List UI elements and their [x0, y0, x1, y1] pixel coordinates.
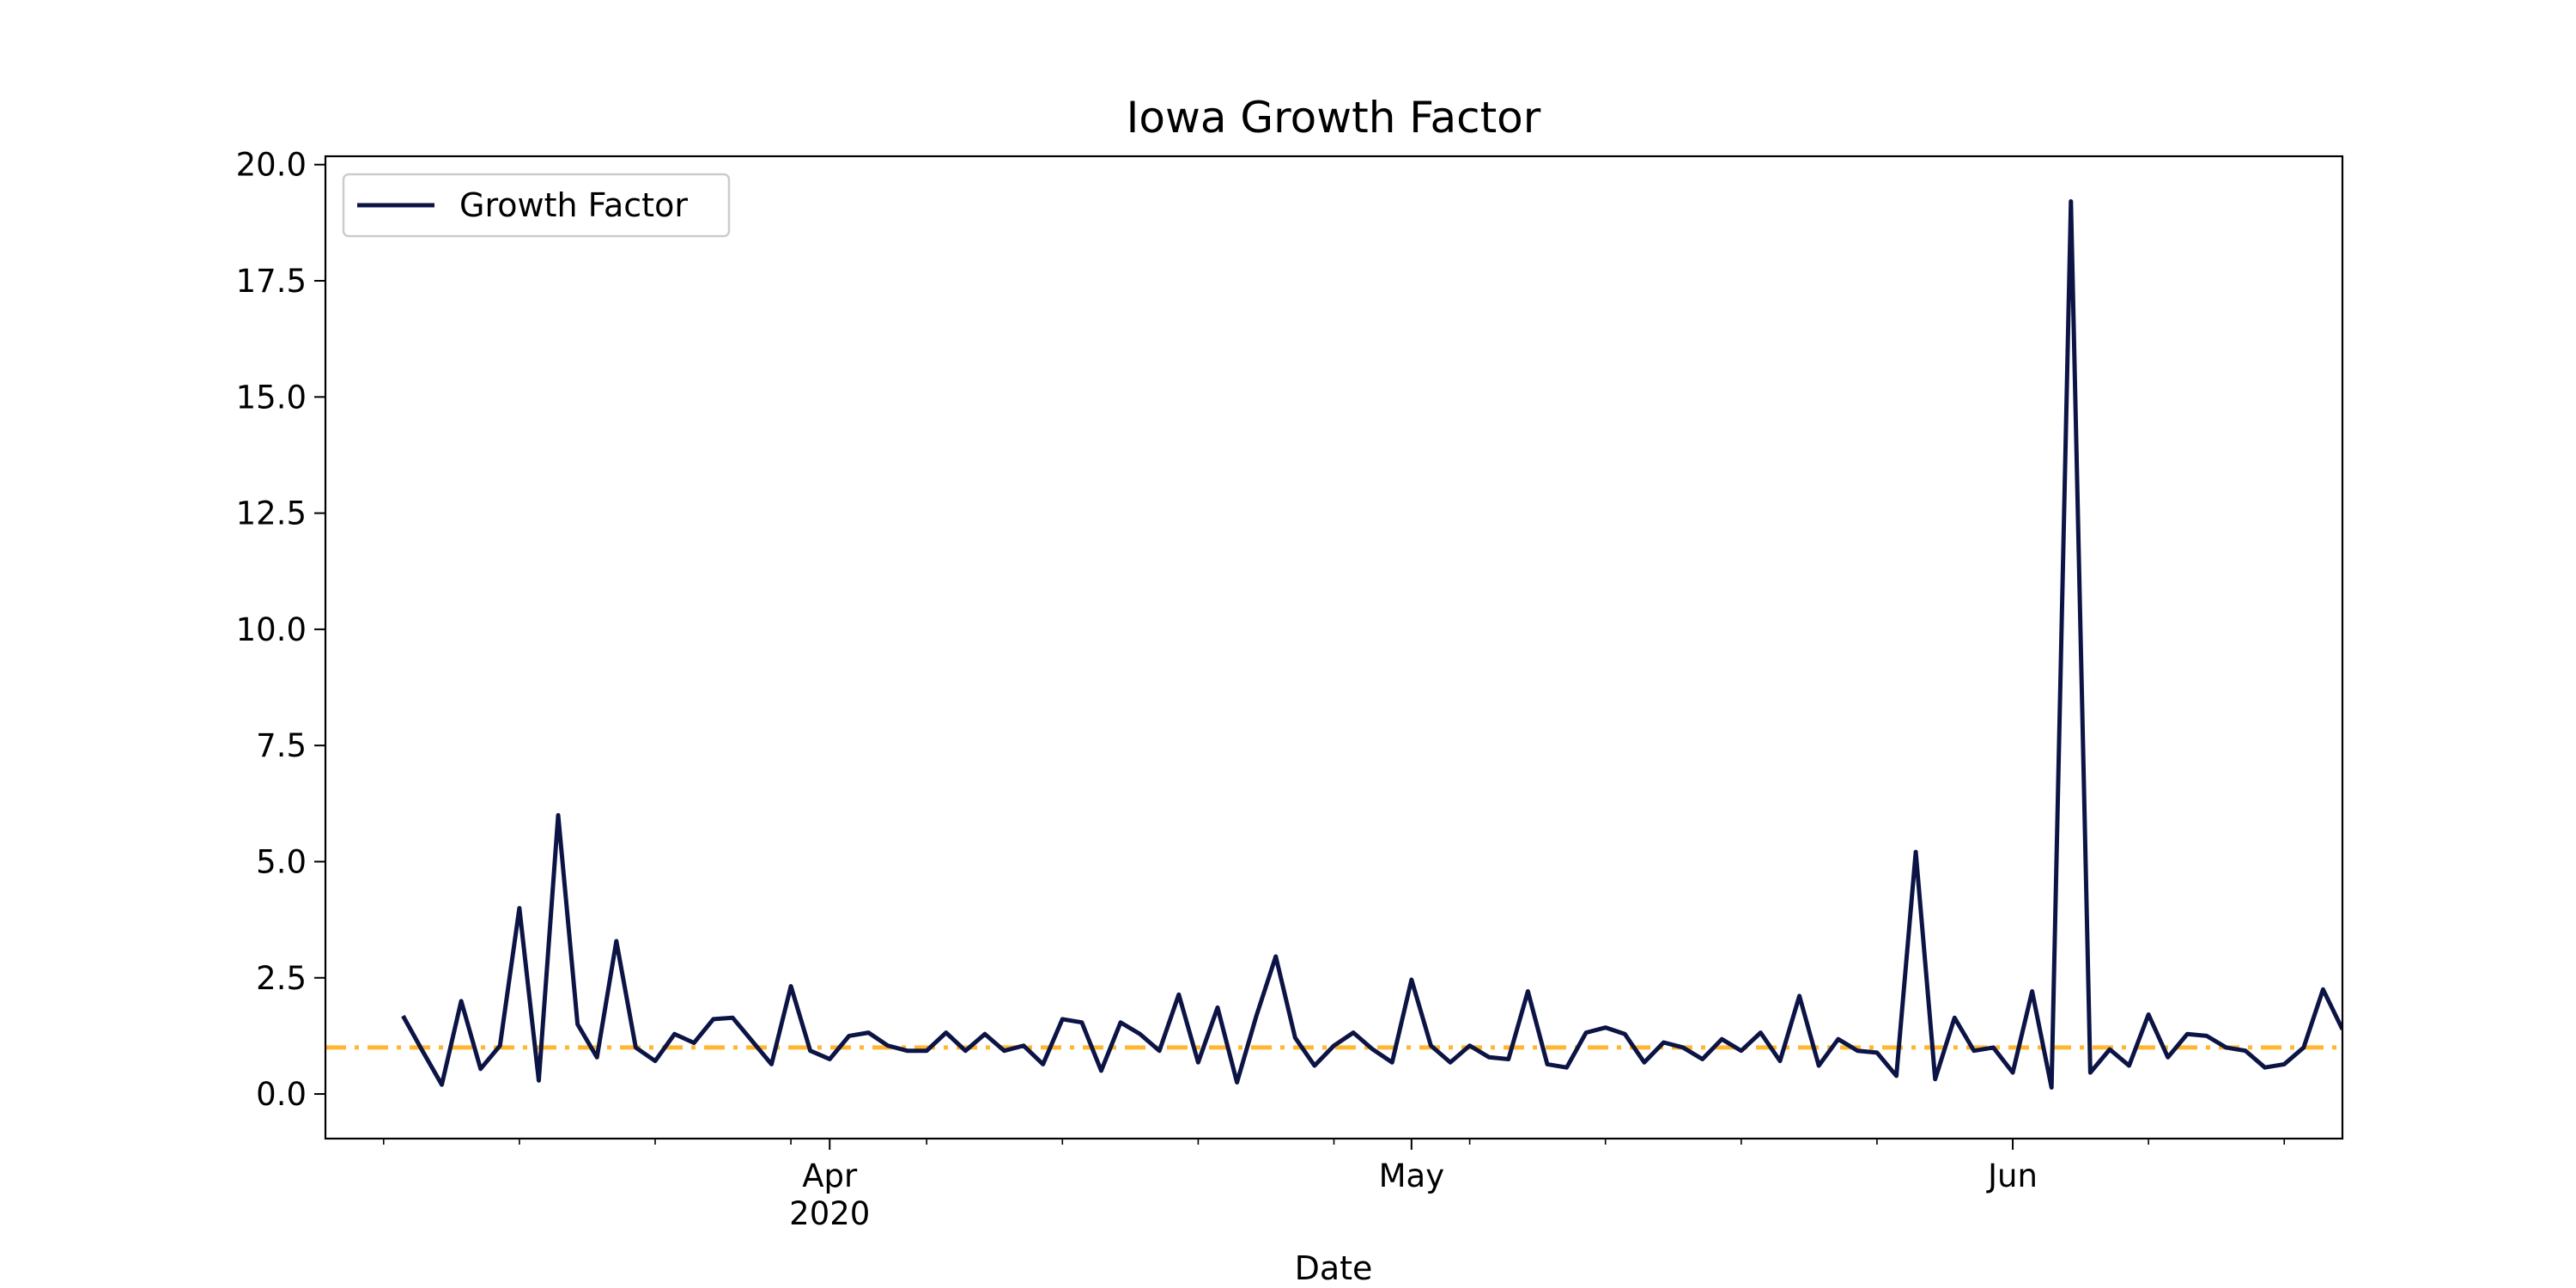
y-tick-label: 7.5 — [256, 727, 307, 764]
y-tick-label: 2.5 — [256, 960, 307, 997]
plot-frame — [324, 155, 2344, 1140]
x-tick-label: Jun — [1986, 1157, 2038, 1194]
y-tick-label: 17.5 — [236, 263, 307, 300]
y-tick-label: 12.5 — [236, 495, 307, 532]
y-tick-label: 0.0 — [256, 1076, 307, 1113]
y-tick-label: 5.0 — [256, 843, 307, 880]
legend-label: Growth Factor — [459, 186, 688, 224]
x-tick-label: May — [1379, 1157, 1445, 1194]
chart-title: Iowa Growth Factor — [1127, 93, 1541, 143]
x-year-label: 2020 — [789, 1195, 870, 1232]
y-tick-label: 20.0 — [236, 147, 307, 184]
y-tick-label: 10.0 — [236, 611, 307, 648]
y-tick-label: 15.0 — [236, 379, 307, 416]
data-line — [401, 198, 2342, 1090]
x-axis-label: Date — [1295, 1249, 1373, 1287]
x-tick-label: Apr — [802, 1157, 858, 1194]
legend-box — [342, 173, 731, 238]
